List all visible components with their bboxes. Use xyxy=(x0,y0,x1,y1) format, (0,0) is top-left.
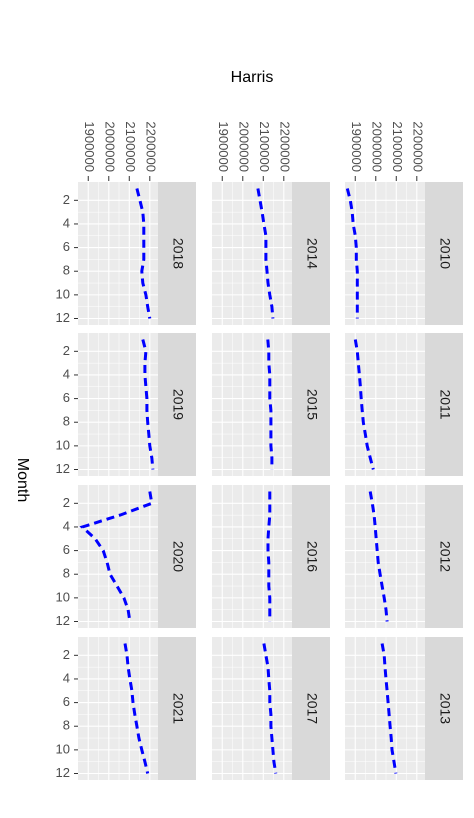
value-tick-label: 1900000 xyxy=(82,121,97,172)
strip-label: 2013 xyxy=(437,693,453,724)
strip-label: 2020 xyxy=(170,541,186,572)
strip xyxy=(158,485,196,628)
month-tick-label: 12 xyxy=(56,613,70,628)
series-line xyxy=(380,643,398,774)
value-tick-label: 2200000 xyxy=(143,121,158,172)
strip xyxy=(158,637,196,780)
panel-background xyxy=(212,182,292,325)
series-line xyxy=(141,339,155,470)
panel-background xyxy=(78,485,158,628)
series-line xyxy=(256,188,275,319)
panel-background xyxy=(212,333,292,476)
value-tick-label: 2100000 xyxy=(390,121,405,172)
strip xyxy=(292,637,330,780)
strip-label: 2018 xyxy=(170,238,186,269)
strip-label: 2014 xyxy=(304,238,320,269)
series-line xyxy=(368,491,389,622)
month-tick-label: 2 xyxy=(63,343,70,358)
panel-background xyxy=(345,485,425,628)
month-tick-label: 12 xyxy=(56,765,70,780)
strip xyxy=(292,182,330,325)
strip-label: 2012 xyxy=(437,541,453,572)
month-tick-label: 6 xyxy=(63,239,70,254)
panel-background xyxy=(78,637,158,780)
value-tick-label: 2200000 xyxy=(410,121,425,172)
month-tick-label: 10 xyxy=(56,437,70,452)
month-tick-label: 6 xyxy=(63,542,70,557)
month-tick-label: 8 xyxy=(63,414,70,429)
strip-label: 2011 xyxy=(437,389,453,419)
value-tick-label: 2000000 xyxy=(369,121,384,172)
month-tick-label: 12 xyxy=(56,461,70,476)
month-tick-label: 4 xyxy=(63,366,70,381)
value-axis-title: Harris xyxy=(231,69,274,86)
strip-label: 2016 xyxy=(304,541,320,572)
strip xyxy=(425,637,463,780)
month-axis-title: Month xyxy=(14,458,31,502)
month-tick-label: 10 xyxy=(56,589,70,604)
value-tick-label: 2100000 xyxy=(123,121,138,172)
value-tick-label: 2100000 xyxy=(257,121,272,172)
strip-label: 2015 xyxy=(304,389,320,420)
series-line xyxy=(79,491,154,622)
month-tick-label: 2 xyxy=(63,192,70,207)
panel-background xyxy=(78,182,158,325)
value-tick-label: 1900000 xyxy=(349,121,364,172)
strip-label: 2017 xyxy=(304,693,320,724)
month-tick-label: 4 xyxy=(63,518,70,533)
strip xyxy=(425,182,463,325)
month-tick-label: 12 xyxy=(56,310,70,325)
value-tick-label: 2000000 xyxy=(236,121,251,172)
month-tick-label: 6 xyxy=(63,390,70,405)
month-tick-label: 10 xyxy=(56,286,70,301)
strip xyxy=(158,182,196,325)
strip xyxy=(425,333,463,476)
month-tick-label: 2 xyxy=(63,647,70,662)
month-tick-label: 4 xyxy=(63,670,70,685)
panel-background xyxy=(212,485,292,628)
value-tick-label: 2200000 xyxy=(277,121,292,172)
series-line xyxy=(266,339,274,470)
series-line xyxy=(262,643,278,774)
strip-label: 2010 xyxy=(437,238,453,269)
value-tick-label: 1900000 xyxy=(216,121,231,172)
month-tick-label: 8 xyxy=(63,566,70,581)
value-tick-label: 2000000 xyxy=(102,121,117,172)
month-tick-label: 8 xyxy=(63,718,70,733)
month-tick-label: 4 xyxy=(63,215,70,230)
series-line xyxy=(345,188,359,319)
series-line xyxy=(135,188,152,319)
strip xyxy=(292,333,330,476)
strip xyxy=(292,485,330,628)
month-tick-label: 10 xyxy=(56,741,70,756)
strip xyxy=(158,333,196,476)
panel-background xyxy=(345,182,425,325)
series-line xyxy=(353,339,375,470)
series-line xyxy=(266,491,272,622)
series-line xyxy=(123,643,150,774)
month-tick-label: 6 xyxy=(63,694,70,709)
panel-background xyxy=(212,637,292,780)
strip-label: 2021 xyxy=(170,693,186,724)
month-tick-label: 2 xyxy=(63,495,70,510)
strip xyxy=(425,485,463,628)
month-tick-label: 8 xyxy=(63,263,70,278)
strip-label: 2019 xyxy=(170,389,186,420)
